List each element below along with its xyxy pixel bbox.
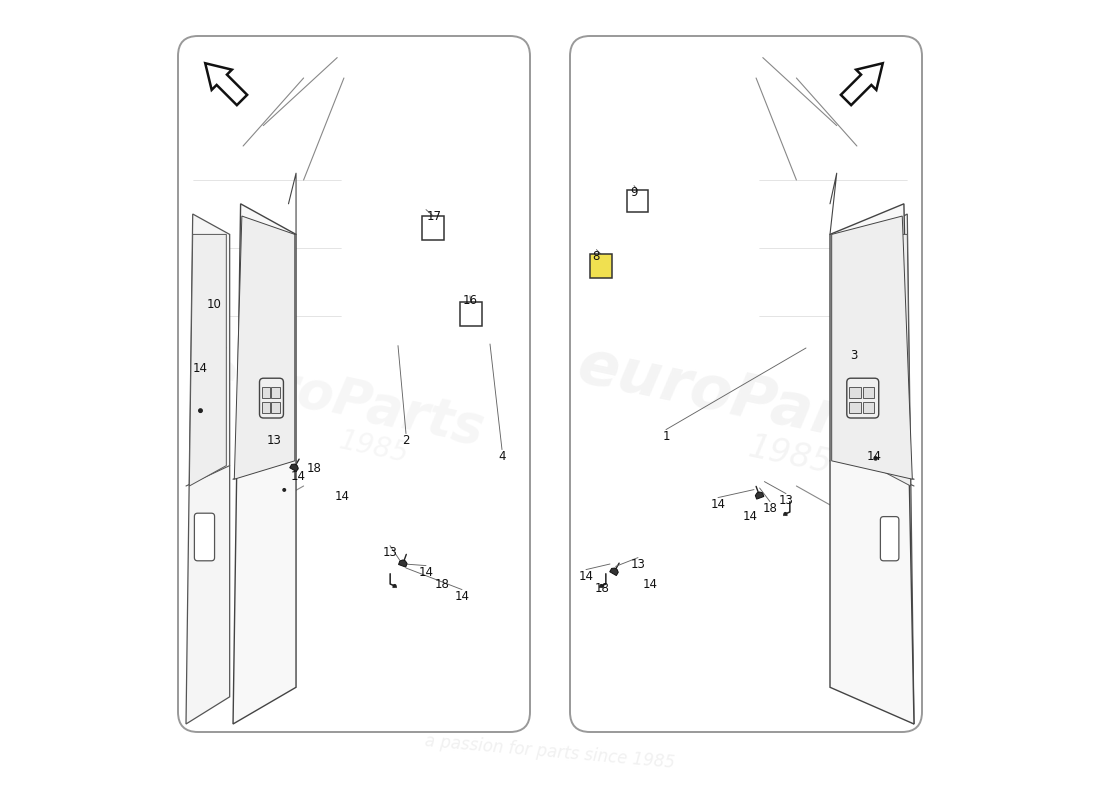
Text: euroParts: euroParts <box>572 336 912 464</box>
Polygon shape <box>398 560 407 567</box>
Circle shape <box>784 513 786 515</box>
Text: 1985: 1985 <box>337 427 411 469</box>
Polygon shape <box>870 214 914 724</box>
Text: 14: 14 <box>334 490 350 502</box>
Text: 13: 13 <box>266 434 282 446</box>
Polygon shape <box>289 464 298 471</box>
FancyBboxPatch shape <box>570 36 922 732</box>
Text: 8: 8 <box>593 250 601 262</box>
Polygon shape <box>206 63 248 105</box>
Text: 14: 14 <box>867 450 881 462</box>
FancyBboxPatch shape <box>880 517 899 561</box>
Polygon shape <box>840 63 883 105</box>
Text: 14: 14 <box>711 498 726 510</box>
FancyBboxPatch shape <box>847 378 879 418</box>
Text: 14: 14 <box>418 566 433 578</box>
Circle shape <box>601 585 603 587</box>
Text: a passion for parts since 1985: a passion for parts since 1985 <box>425 732 675 772</box>
Circle shape <box>283 489 286 491</box>
Text: 14: 14 <box>192 362 208 374</box>
Text: 13: 13 <box>383 546 397 558</box>
Polygon shape <box>233 204 296 724</box>
Polygon shape <box>756 492 763 499</box>
FancyBboxPatch shape <box>178 36 530 732</box>
Bar <box>262 386 270 398</box>
Text: 14: 14 <box>642 578 658 590</box>
Text: 3: 3 <box>850 350 858 362</box>
Text: 14: 14 <box>579 570 594 582</box>
Bar <box>849 386 860 398</box>
Polygon shape <box>830 204 914 724</box>
Bar <box>627 190 648 212</box>
Text: 2: 2 <box>403 434 409 446</box>
Text: euroParts: euroParts <box>196 345 488 455</box>
Text: 16: 16 <box>462 294 477 306</box>
Bar <box>590 254 613 278</box>
Circle shape <box>394 585 396 587</box>
Polygon shape <box>189 234 227 486</box>
Circle shape <box>874 457 877 460</box>
Text: 18: 18 <box>434 578 450 590</box>
Bar <box>272 402 279 413</box>
Circle shape <box>199 409 202 413</box>
Bar <box>422 216 444 240</box>
Text: 18: 18 <box>307 462 321 474</box>
Text: 14: 14 <box>742 510 758 522</box>
Text: 17: 17 <box>427 210 441 222</box>
Polygon shape <box>609 568 618 575</box>
Text: 13: 13 <box>779 494 793 506</box>
Text: 14: 14 <box>290 470 306 482</box>
Text: 13: 13 <box>630 558 646 570</box>
Polygon shape <box>872 234 911 486</box>
Bar <box>262 402 270 413</box>
Text: 14: 14 <box>454 590 470 602</box>
Bar <box>862 386 874 398</box>
Polygon shape <box>186 214 230 724</box>
Text: 18: 18 <box>762 502 778 514</box>
Bar <box>272 386 279 398</box>
FancyBboxPatch shape <box>260 378 284 418</box>
Bar <box>849 402 860 413</box>
Text: 1985: 1985 <box>745 431 835 481</box>
Bar <box>460 302 482 326</box>
FancyBboxPatch shape <box>195 514 214 561</box>
Text: 1: 1 <box>662 430 670 442</box>
Text: 9: 9 <box>630 186 638 198</box>
Text: 4: 4 <box>498 450 506 462</box>
Polygon shape <box>234 216 295 479</box>
Text: 18: 18 <box>595 582 609 594</box>
Text: 10: 10 <box>207 298 221 310</box>
Polygon shape <box>832 216 912 479</box>
Bar <box>862 402 874 413</box>
